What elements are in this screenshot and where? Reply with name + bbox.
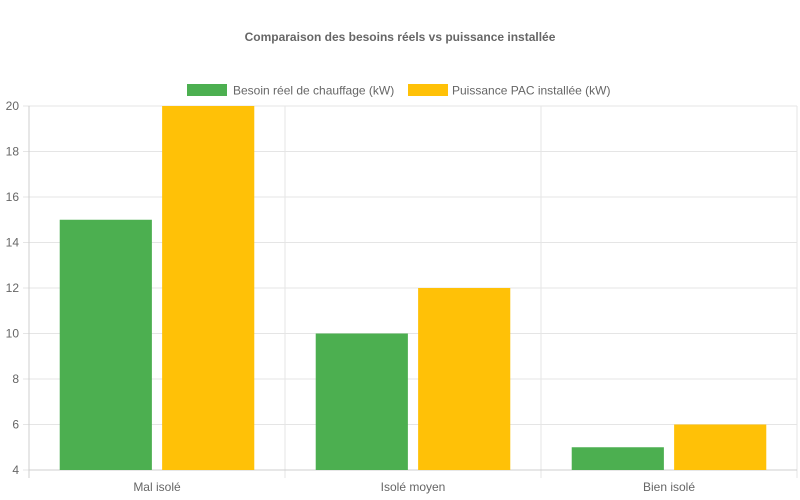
legend-swatch [187, 84, 227, 96]
legend: Besoin réel de chauffage (kW) Puissance P… [187, 84, 611, 98]
y-tick-label: 20 [6, 99, 20, 113]
legend-swatch [408, 84, 448, 96]
y-axis: 4 6 8 10 12 14 16 18 20 [6, 99, 20, 477]
x-axis: Mal isolé Isolé moyen Bien isolé [133, 480, 695, 494]
y-tick-label: 8 [12, 372, 19, 386]
bars [59, 106, 767, 470]
legend-label: Besoin réel de chauffage (kW) [233, 84, 394, 98]
x-tick-label: Bien isolé [643, 480, 695, 494]
x-tick-label: Mal isolé [133, 480, 181, 494]
y-tick-label: 10 [6, 327, 20, 341]
bar-puissance-1 [418, 288, 511, 470]
legend-label: Puissance PAC installée (kW) [452, 84, 611, 98]
bar-puissance-2 [674, 424, 767, 470]
y-tick-label: 6 [12, 418, 19, 432]
x-tick-label: Isolé moyen [381, 480, 446, 494]
grid [23, 105, 798, 478]
bar-besoin-0 [59, 219, 152, 470]
bar-besoin-1 [315, 333, 408, 470]
chart-title: Comparaison des besoins réels vs puissan… [245, 30, 556, 44]
bar-besoin-2 [571, 447, 664, 470]
y-tick-label: 14 [6, 236, 20, 250]
y-tick-label: 4 [12, 463, 19, 477]
y-tick-label: 18 [6, 145, 20, 159]
y-tick-label: 12 [6, 281, 20, 295]
bar-puissance-0 [162, 106, 255, 470]
y-tick-label: 16 [6, 190, 20, 204]
